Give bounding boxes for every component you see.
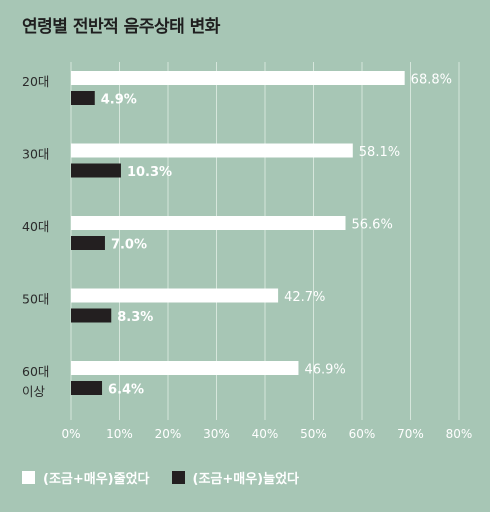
bar-increased (71, 91, 95, 105)
data-label: 56.6% (352, 218, 393, 233)
bar-decreased (71, 288, 279, 303)
bar-increased (71, 381, 103, 395)
x-tick-label: 60% (349, 427, 376, 441)
x-tick-label: 40% (252, 427, 279, 441)
x-tick-label: 80% (446, 427, 473, 441)
data-label: 46.9% (304, 363, 345, 378)
legend-item-decreased: (조금+매우)줄었다 (22, 468, 150, 487)
bar-increased (71, 236, 105, 250)
legend-label-decreased: (조금+매우)줄었다 (43, 472, 150, 487)
data-label: 58.1% (359, 145, 400, 160)
category-label: 30대 (22, 147, 49, 162)
category-label: 40대 (22, 219, 49, 234)
bar-decreased (71, 71, 405, 85)
legend-swatch-decreased (22, 471, 35, 484)
legend-swatch-increased (171, 471, 185, 484)
bar-increased (71, 163, 121, 178)
category-label: 20대 (22, 74, 49, 89)
bar-decreased (71, 216, 346, 230)
bar-decreased (71, 361, 299, 375)
data-label: 42.7% (284, 290, 325, 305)
data-label: 6.4% (108, 383, 144, 398)
chart-title: 연령별 전반적 음주상태 변화 (22, 17, 220, 37)
legend-item-increased: (조금+매우)늘었다 (171, 468, 300, 487)
data-label: 4.9% (101, 93, 137, 108)
legend: (조금+매우)줄었다 (조금+매우)늘었다 (22, 468, 321, 487)
legend-label-increased: (조금+매우)늘었다 (192, 472, 300, 487)
data-label: 10.3% (127, 165, 172, 180)
data-label: 68.8% (411, 73, 452, 88)
x-tick-label: 70% (397, 427, 424, 441)
x-tick-label: 10% (106, 427, 133, 441)
x-tick-label: 0% (61, 427, 80, 441)
bar-increased (71, 308, 112, 323)
x-tick-label: 20% (155, 427, 182, 441)
category-label: 이상 (22, 384, 46, 399)
category-label: 50대 (22, 292, 49, 307)
x-tick-label: 30% (203, 427, 230, 441)
bar-decreased (71, 143, 353, 158)
x-tick-label: 50% (300, 427, 327, 441)
category-label: 60대 (22, 364, 49, 379)
data-label: 8.3% (117, 310, 153, 325)
data-label: 7.0% (111, 238, 147, 253)
